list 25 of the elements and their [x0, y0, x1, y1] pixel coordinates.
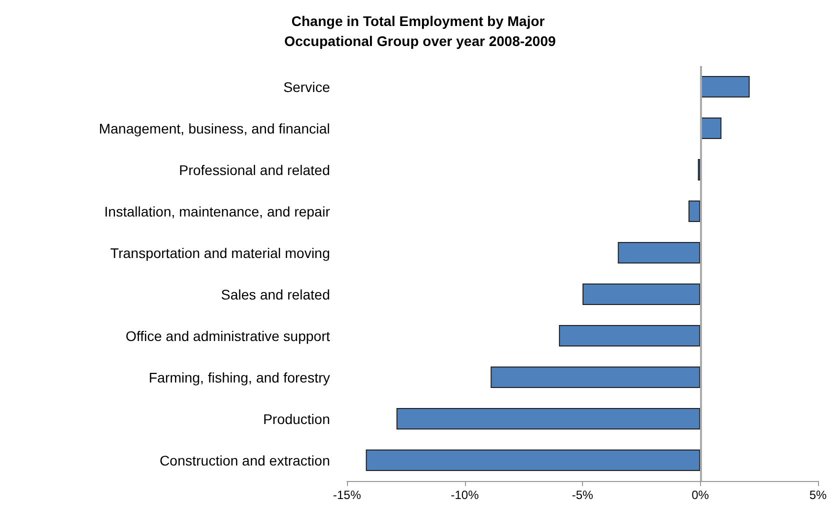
- y-tick-label: Construction and extraction: [160, 452, 330, 468]
- x-tick-label: -15%: [332, 488, 362, 502]
- y-tick-label: Farming, fishing, and forestry: [148, 369, 330, 386]
- y-tick-label: Transportation and material moving: [110, 244, 330, 261]
- bar: [700, 76, 750, 98]
- chart-title: Change in Total Employment by Major Occupational Group over year 2008-2009: [284, 13, 556, 49]
- x-tick-label: 5%: [809, 488, 827, 502]
- bar: [688, 200, 700, 222]
- x-tick-label: -5%: [572, 488, 594, 502]
- y-tick-label: Production: [263, 410, 330, 427]
- x-tick-label: -10%: [450, 488, 480, 502]
- bar: [396, 408, 700, 430]
- bar: [490, 366, 700, 388]
- bar: [700, 117, 722, 140]
- y-tick-label: Office and administrative support: [126, 328, 330, 344]
- bar: [366, 449, 700, 472]
- y-tick-label: Management, business, and financial: [98, 120, 330, 136]
- x-tick-label: 0%: [692, 488, 710, 502]
- y-tick-label: Sales and related: [221, 286, 330, 302]
- bar: [618, 242, 700, 264]
- y-tick-label: Service: [283, 78, 330, 95]
- y-tick-label: Installation, maintenance, and repair: [104, 203, 330, 220]
- y-tick-label: Professional and related: [179, 162, 330, 178]
- bar: [582, 283, 700, 306]
- bar: [558, 324, 700, 347]
